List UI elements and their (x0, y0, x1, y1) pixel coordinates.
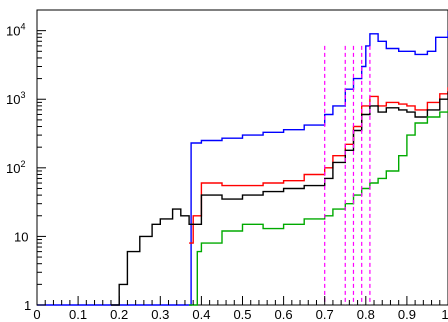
series-layer (37, 30, 448, 306)
y-tick-label: 104 (6, 22, 25, 39)
x-tick-label: 0.6 (275, 307, 293, 322)
series-line-2 (189, 87, 448, 244)
series-line-3 (111, 91, 448, 306)
x-tick-label: 1 (441, 307, 448, 322)
x-tick-label: 0 (33, 307, 40, 322)
x-tick-label: 0.4 (192, 307, 210, 322)
y-tick-label: 102 (6, 159, 25, 176)
x-tick-label: 0.2 (110, 307, 128, 322)
axis-labels: 0 0.1 0.2 0.3 0.4 0.5 0.6 0.7 0.8 0.9 1 1 10 102 103 10… (6, 22, 448, 322)
x-tick-label: 0.9 (398, 307, 416, 322)
series-line-4 (189, 109, 448, 306)
x-tick-label: 0.5 (233, 307, 251, 322)
series-line-1 (37, 30, 448, 306)
plot-frame (36, 9, 448, 306)
axis-ticks (36, 9, 448, 306)
y-tick-label: 10 (14, 229, 28, 244)
x-tick-label: 0.7 (316, 307, 334, 322)
x-tick-label: 0.8 (357, 307, 375, 322)
x-tick-label: 0.3 (151, 307, 169, 322)
y-tick-label: 1 (24, 298, 31, 313)
vertical-lines (324, 45, 371, 305)
x-tick-label: 0.1 (69, 307, 87, 322)
y-tick-label: 103 (6, 90, 25, 107)
